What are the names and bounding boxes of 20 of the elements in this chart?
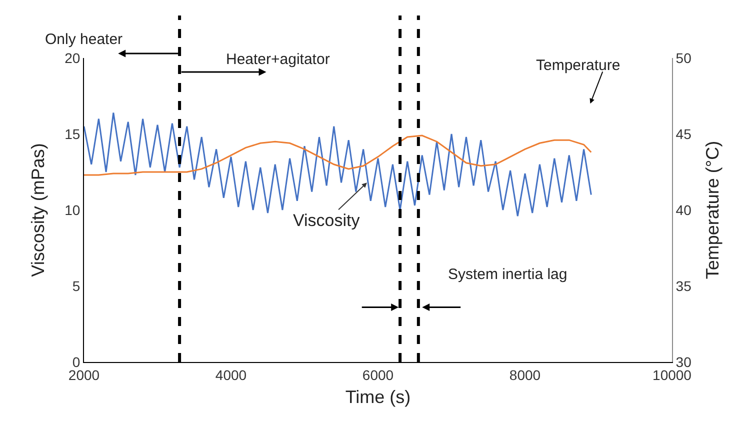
annotation: Heater+agitator xyxy=(226,51,330,68)
y2-tick-label: 40 xyxy=(676,202,692,218)
y2-tick-label: 45 xyxy=(676,126,692,142)
y-tick-label: 10 xyxy=(64,202,80,218)
x-tick-label: 4000 xyxy=(215,366,247,383)
y2-tick-label: 35 xyxy=(676,278,692,294)
x-tick-label: 6000 xyxy=(362,366,394,383)
x-axis-title: Time (s) xyxy=(345,386,411,407)
y-tick-label: 15 xyxy=(64,126,80,142)
y-tick-label: 20 xyxy=(64,50,80,66)
y-tick-label: 5 xyxy=(72,278,80,294)
text: Only heater xyxy=(45,31,123,48)
x-tick-label: 8000 xyxy=(509,366,541,383)
line-series xyxy=(84,134,592,176)
annotation: Temperature xyxy=(536,57,620,74)
y-axis-title: Viscosity (mPas) xyxy=(28,143,48,277)
y2-tick-label: 50 xyxy=(676,50,692,66)
y2-axis-title: Temperature (°C) xyxy=(702,140,723,280)
annotation: System inertia lag xyxy=(448,266,568,283)
annotation: Viscosity xyxy=(293,211,360,230)
